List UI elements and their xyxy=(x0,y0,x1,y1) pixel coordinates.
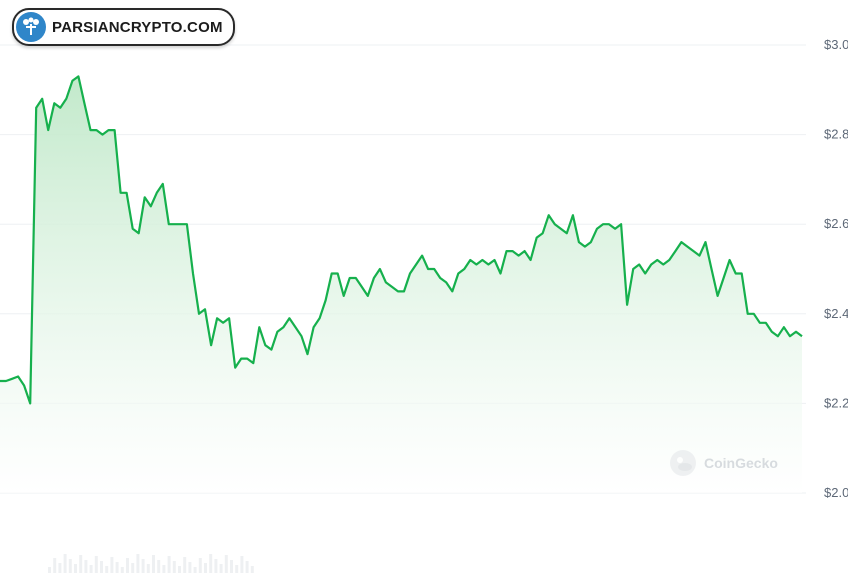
volume-bar xyxy=(188,562,192,573)
volume-bar xyxy=(162,565,166,573)
volume-bar xyxy=(157,560,161,573)
volume-bar xyxy=(172,561,176,573)
volume-bar xyxy=(167,556,171,573)
volume-bar xyxy=(235,565,239,573)
volume-bar xyxy=(126,558,129,573)
volume-bar xyxy=(63,554,67,573)
volume-bar xyxy=(84,560,88,573)
series-line xyxy=(0,75,803,405)
volume-bar xyxy=(136,554,140,573)
volume-bar xyxy=(58,563,62,573)
brand-name: PARSIANCRYPTO.COM xyxy=(52,18,223,36)
volume-bar xyxy=(204,563,207,573)
volume-bar xyxy=(214,559,218,573)
volume-bar xyxy=(219,564,223,573)
volume-bar xyxy=(79,555,83,573)
y-tick-label: $2.6 xyxy=(824,216,848,231)
volume-bar xyxy=(94,556,98,573)
gecko-icon xyxy=(670,450,696,476)
volume-bar xyxy=(110,557,114,573)
volume-bar xyxy=(68,559,72,573)
volume-bar xyxy=(245,561,249,573)
volume-bar xyxy=(230,560,233,573)
volume-bar xyxy=(53,558,57,573)
volume-bar xyxy=(178,566,181,573)
y-tick-label: $2.8 xyxy=(824,127,848,142)
volume-bar xyxy=(105,566,109,573)
volume-bar xyxy=(131,563,135,573)
volume-bar xyxy=(146,564,150,573)
watermark-text: CoinGecko xyxy=(704,455,778,471)
brand-logo: PARSIANCRYPTO.COM xyxy=(12,8,235,46)
volume-bar xyxy=(209,554,213,573)
volume-bar xyxy=(152,555,155,573)
volume-bar xyxy=(120,567,124,573)
volume-bar xyxy=(193,567,197,573)
volume-bars xyxy=(48,554,254,573)
volume-bar xyxy=(74,564,77,573)
tree-icon xyxy=(16,12,46,42)
y-tick-label: $3.0 xyxy=(824,37,848,52)
series-area xyxy=(0,76,802,494)
volume-bar xyxy=(141,559,145,573)
y-axis-ticks: $3.0 $2.8 $2.6 $2.4 $2.2 $2.0 xyxy=(824,37,848,500)
volume-bar xyxy=(240,556,244,573)
volume-bar xyxy=(89,565,93,573)
volume-bar xyxy=(198,558,202,573)
volume-bar xyxy=(115,562,119,573)
y-tick-label: $2.0 xyxy=(824,485,848,500)
volume-bar xyxy=(250,566,254,573)
volume-bar xyxy=(100,561,103,573)
y-tick-label: $2.2 xyxy=(824,395,848,410)
y-tick-label: $2.4 xyxy=(824,306,848,321)
volume-bar xyxy=(183,557,187,573)
volume-bar xyxy=(224,555,228,573)
volume-bar xyxy=(48,567,51,573)
coingecko-watermark: CoinGecko xyxy=(668,448,778,478)
